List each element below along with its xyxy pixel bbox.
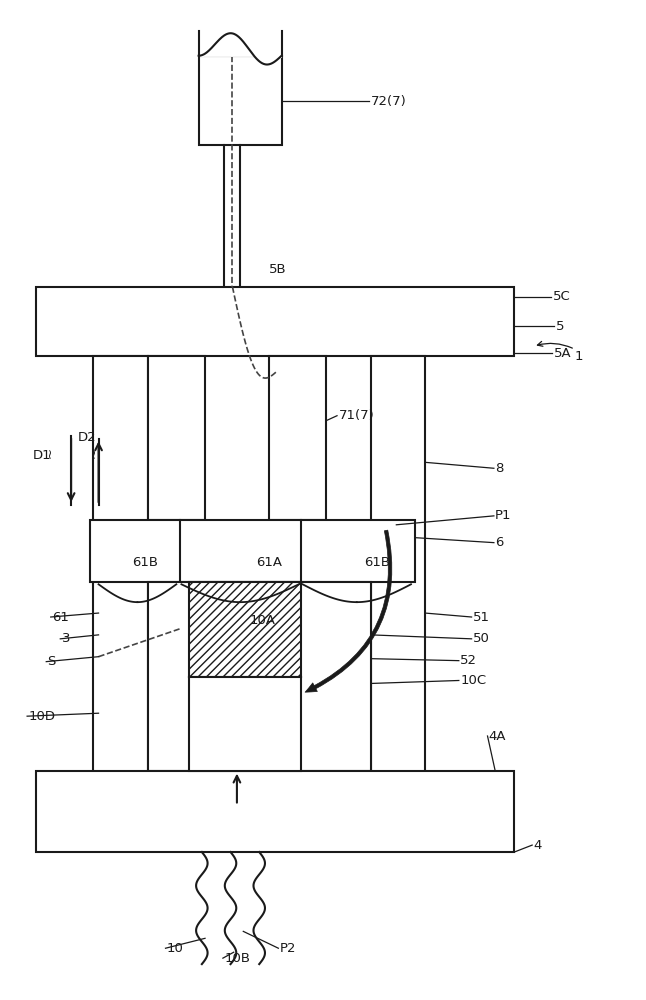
Text: 8: 8 bbox=[495, 462, 503, 475]
Text: 61B: 61B bbox=[132, 556, 158, 569]
Text: ~: ~ bbox=[87, 447, 100, 458]
Text: 6: 6 bbox=[495, 536, 503, 549]
Text: 5A: 5A bbox=[554, 347, 572, 360]
Bar bbox=[371, 356, 425, 773]
Text: 1: 1 bbox=[575, 350, 583, 363]
Bar bbox=[94, 356, 148, 773]
Text: 52: 52 bbox=[460, 654, 477, 667]
Bar bbox=[199, 56, 282, 145]
Text: P1: P1 bbox=[495, 509, 512, 522]
Text: 72(7): 72(7) bbox=[371, 95, 406, 108]
Bar bbox=[148, 356, 205, 520]
Bar bbox=[36, 771, 514, 852]
Text: 4: 4 bbox=[534, 839, 542, 852]
Text: 61B: 61B bbox=[364, 556, 390, 569]
Text: P2: P2 bbox=[280, 942, 296, 955]
Text: 50: 50 bbox=[473, 632, 490, 645]
Text: 10A: 10A bbox=[249, 614, 276, 627]
Text: ~: ~ bbox=[44, 447, 57, 458]
Bar bbox=[269, 356, 326, 520]
Text: 10B: 10B bbox=[224, 952, 250, 965]
Bar bbox=[36, 287, 514, 356]
Bar bbox=[189, 677, 300, 771]
Text: D2: D2 bbox=[78, 431, 96, 444]
Text: 3: 3 bbox=[61, 632, 70, 645]
Text: D1: D1 bbox=[33, 449, 52, 462]
Text: 5B: 5B bbox=[269, 263, 286, 276]
Text: 4A: 4A bbox=[489, 730, 506, 743]
Text: 61: 61 bbox=[52, 611, 69, 624]
Text: 5C: 5C bbox=[552, 290, 570, 303]
Text: 10: 10 bbox=[167, 942, 183, 955]
Text: 10C: 10C bbox=[460, 674, 486, 687]
FancyArrowPatch shape bbox=[305, 530, 392, 692]
Text: 61A: 61A bbox=[256, 556, 282, 569]
Text: S: S bbox=[48, 655, 56, 668]
Bar bbox=[90, 520, 415, 582]
Text: 5: 5 bbox=[556, 320, 564, 333]
Text: 71(7): 71(7) bbox=[339, 409, 375, 422]
Bar bbox=[189, 582, 300, 677]
Bar bbox=[148, 582, 371, 771]
Text: 10D: 10D bbox=[28, 710, 56, 723]
Text: 51: 51 bbox=[473, 611, 490, 624]
